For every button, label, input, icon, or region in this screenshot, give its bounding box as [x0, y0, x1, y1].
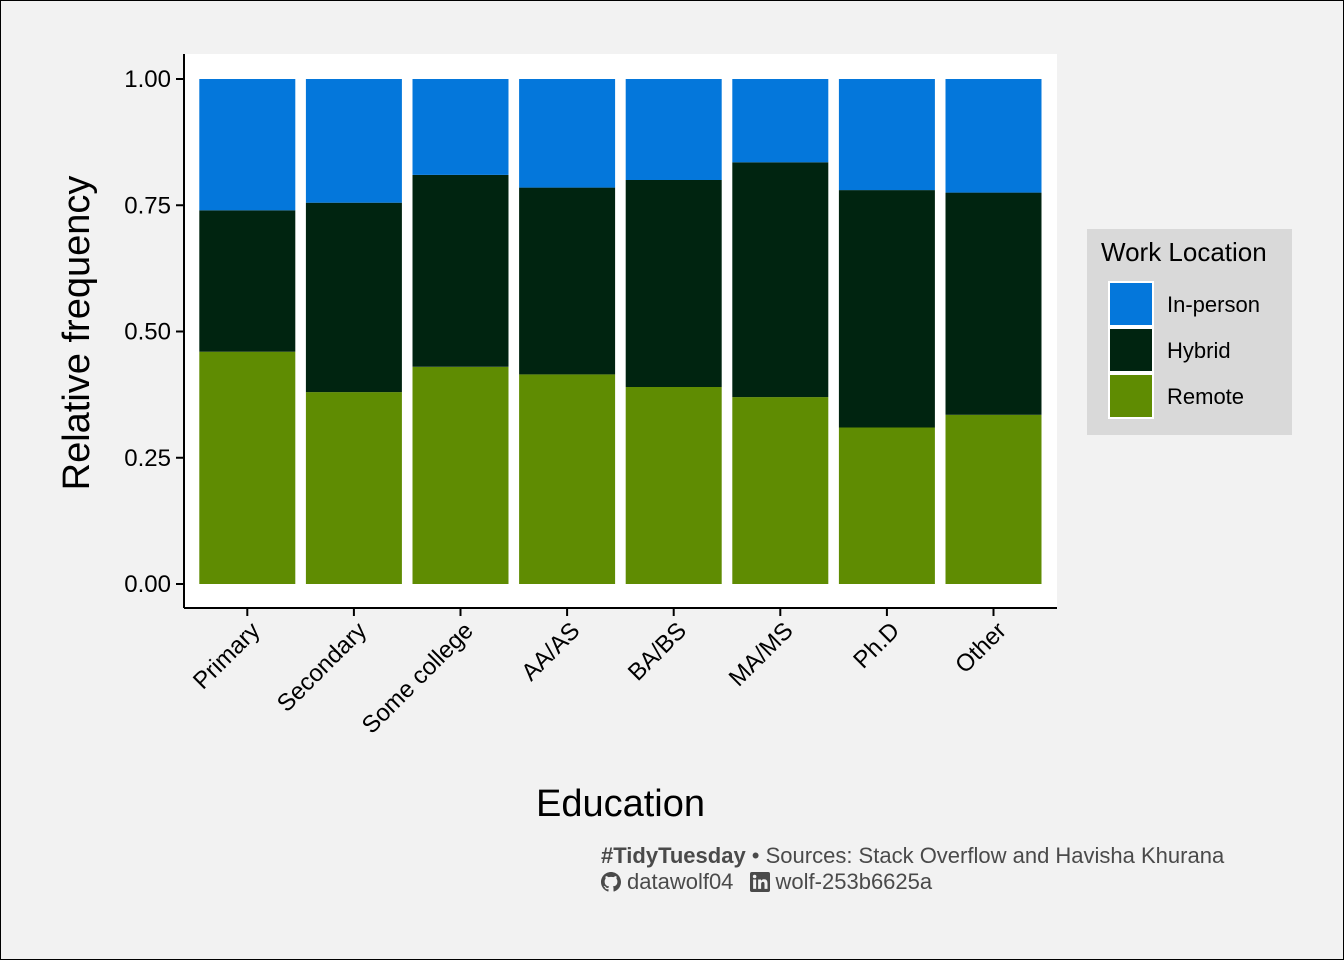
- x-tick-label-other: Other: [950, 617, 1012, 679]
- bar-primary-hybrid: [199, 210, 296, 352]
- bar-other-hybrid: [945, 192, 1042, 415]
- github-username: datawolf04: [627, 869, 734, 894]
- bar-some-college-remote: [412, 366, 509, 584]
- legend-label-remote: Remote: [1167, 384, 1244, 409]
- bar-other-remote: [945, 414, 1042, 584]
- bar-ma-ms-in-person: [732, 79, 829, 163]
- bar-some-college-hybrid: [412, 174, 509, 367]
- caption-separator: •: [745, 843, 766, 868]
- bar-ba-bs-hybrid: [625, 180, 722, 387]
- x-tick-label-some-college: Some college: [357, 617, 479, 739]
- bar-ba-bs-remote: [625, 387, 722, 584]
- legend-title: Work Location: [1101, 237, 1267, 267]
- bar-secondary-hybrid: [305, 202, 402, 393]
- caption: #TidyTuesday • Sources: Stack Overflow a…: [601, 843, 1224, 895]
- bar-ma-ms-hybrid: [732, 162, 829, 398]
- bar-ph-d-in-person: [838, 79, 935, 191]
- bar-primary-remote: [199, 351, 296, 584]
- bar-aa-as-in-person: [519, 79, 616, 188]
- linkedin-username: wolf-253b6625a: [775, 869, 933, 894]
- x-tick-label-ph-d: Ph.D: [848, 617, 905, 674]
- legend-key-hybrid: [1108, 327, 1154, 373]
- caption-tag: #TidyTuesday: [601, 843, 746, 868]
- x-tick-label-ma-ms: MA/MS: [724, 617, 799, 692]
- bar-primary-in-person: [199, 79, 296, 211]
- caption-line-2: datawolf04 wolf-253b6625a: [601, 869, 1224, 895]
- bar-ph-d-hybrid: [838, 190, 935, 428]
- y-tick-label: 0.75: [124, 192, 171, 219]
- bar-ma-ms-remote: [732, 397, 829, 584]
- legend-label-hybrid: Hybrid: [1167, 338, 1231, 363]
- bar-ba-bs-in-person: [625, 79, 722, 180]
- caption-sources: Sources: Stack Overflow and Havisha Khur…: [765, 843, 1225, 868]
- github-icon: [601, 872, 621, 892]
- bar-secondary-remote: [305, 392, 402, 584]
- legend-key-in-person: [1108, 281, 1154, 327]
- x-tick-label-ba-bs: BA/BS: [623, 617, 692, 686]
- bar-other-in-person: [945, 79, 1042, 193]
- y-tick-label: 0.50: [124, 319, 171, 346]
- legend-label-in-person: In-person: [1167, 292, 1260, 317]
- bar-secondary-in-person: [305, 79, 402, 203]
- y-tick-label: 0.25: [124, 445, 171, 472]
- bar-ph-d-remote: [838, 427, 935, 584]
- x-tick-label-aa-as: AA/AS: [516, 617, 585, 686]
- caption-line-1: #TidyTuesday • Sources: Stack Overflow a…: [601, 843, 1224, 869]
- x-tick-label-primary: Primary: [188, 617, 266, 695]
- y-tick-label: 1.00: [124, 66, 171, 93]
- bar-aa-as-hybrid: [519, 187, 616, 375]
- legend-key-remote: [1108, 373, 1154, 419]
- bar-aa-as-remote: [519, 374, 616, 584]
- x-tick-label-secondary: Secondary: [272, 617, 372, 717]
- linkedin-icon: [749, 872, 770, 892]
- x-axis-title: Education: [536, 783, 705, 825]
- bar-some-college-in-person: [412, 79, 509, 175]
- y-axis-title: Relative frequency: [56, 176, 98, 491]
- y-tick-label: 0.00: [124, 571, 171, 598]
